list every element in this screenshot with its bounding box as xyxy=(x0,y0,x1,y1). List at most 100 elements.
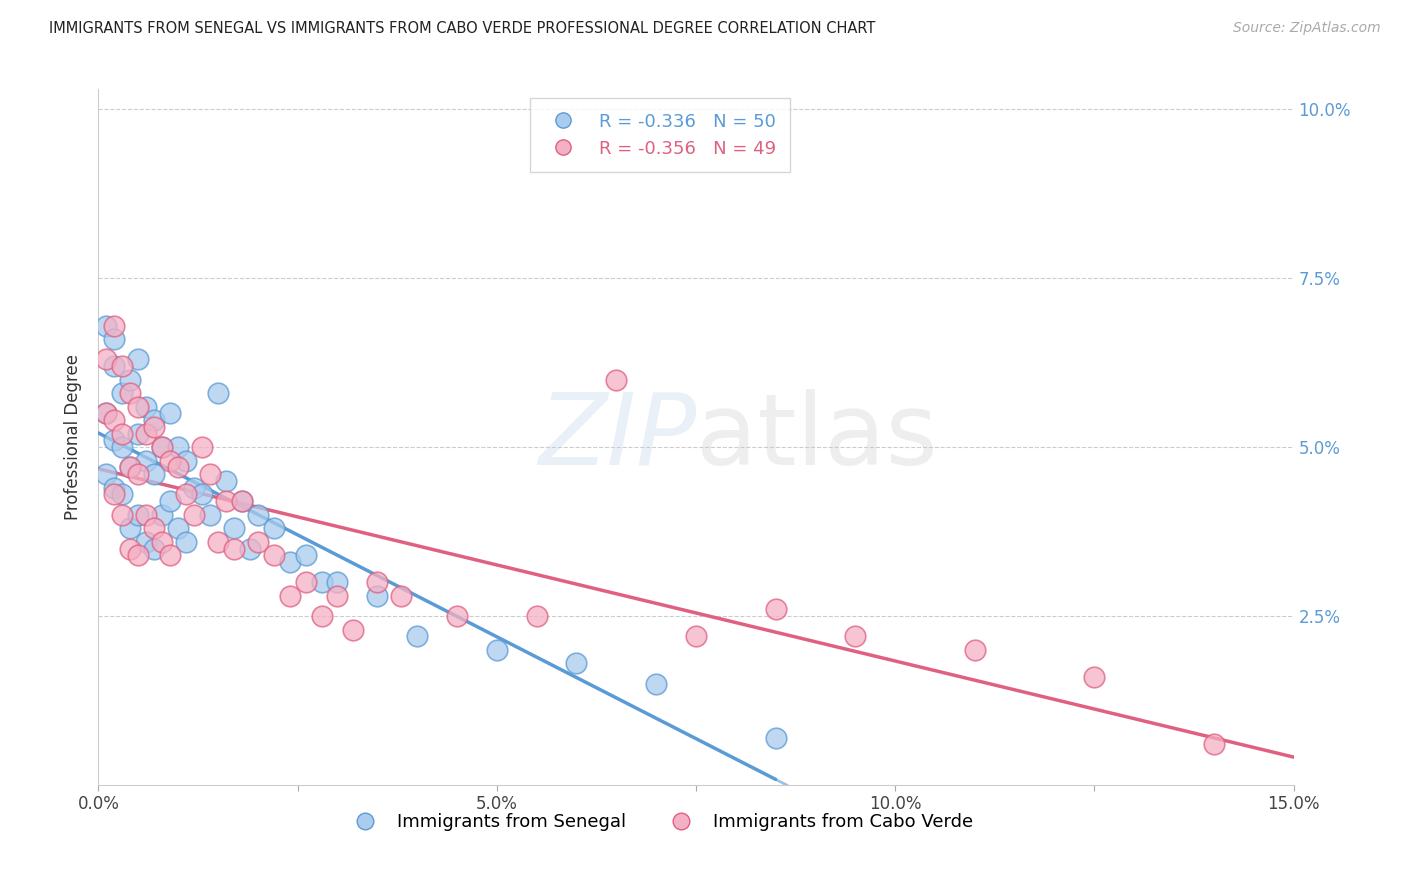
Point xyxy=(174,534,197,549)
Point xyxy=(159,494,181,508)
Y-axis label: Professional Degree: Professional Degree xyxy=(63,354,82,520)
Point xyxy=(167,440,190,454)
Point xyxy=(1202,738,1225,752)
Point xyxy=(135,508,157,522)
Point xyxy=(111,440,134,454)
Point xyxy=(605,373,627,387)
Point xyxy=(231,494,253,508)
Point xyxy=(215,494,238,508)
Point xyxy=(765,731,787,745)
Point xyxy=(103,332,125,346)
Point xyxy=(446,609,468,624)
Point xyxy=(198,508,221,522)
Point xyxy=(278,589,301,603)
Point xyxy=(96,318,118,333)
Point xyxy=(103,359,125,373)
Point xyxy=(96,406,118,420)
Point xyxy=(135,534,157,549)
Point xyxy=(191,487,214,501)
Point xyxy=(198,467,221,482)
Point xyxy=(645,676,668,690)
Legend: Immigrants from Senegal, Immigrants from Cabo Verde: Immigrants from Senegal, Immigrants from… xyxy=(340,806,980,838)
Point xyxy=(111,508,134,522)
Point xyxy=(222,521,245,535)
Point xyxy=(111,386,134,401)
Point xyxy=(103,481,125,495)
Point xyxy=(174,487,197,501)
Text: ZIP: ZIP xyxy=(537,389,696,485)
Point xyxy=(263,549,285,563)
Point xyxy=(150,440,173,454)
Point xyxy=(239,541,262,556)
Point xyxy=(963,643,986,657)
Point xyxy=(167,460,190,475)
Point xyxy=(159,406,181,420)
Point xyxy=(135,454,157,468)
Point xyxy=(231,494,253,508)
Point xyxy=(143,541,166,556)
Point xyxy=(406,629,429,643)
Point xyxy=(342,623,364,637)
Point xyxy=(278,555,301,569)
Point xyxy=(1083,670,1105,684)
Text: IMMIGRANTS FROM SENEGAL VS IMMIGRANTS FROM CABO VERDE PROFESSIONAL DEGREE CORREL: IMMIGRANTS FROM SENEGAL VS IMMIGRANTS FR… xyxy=(49,21,876,36)
Point xyxy=(526,609,548,624)
Point xyxy=(127,549,149,563)
Point xyxy=(294,575,316,590)
Text: atlas: atlas xyxy=(696,389,938,485)
Point xyxy=(191,440,214,454)
Point xyxy=(143,467,166,482)
Point xyxy=(111,487,134,501)
Point xyxy=(565,657,588,671)
Point xyxy=(127,426,149,441)
Point xyxy=(207,386,229,401)
Point xyxy=(120,521,142,535)
Point xyxy=(311,609,333,624)
Point xyxy=(844,629,866,643)
Text: Source: ZipAtlas.com: Source: ZipAtlas.com xyxy=(1233,21,1381,35)
Point xyxy=(127,352,149,367)
Point xyxy=(103,434,125,448)
Point xyxy=(120,460,142,475)
Point xyxy=(326,575,349,590)
Point xyxy=(246,534,269,549)
Point xyxy=(685,629,707,643)
Point xyxy=(120,541,142,556)
Point xyxy=(311,575,333,590)
Point xyxy=(294,549,316,563)
Point xyxy=(103,413,125,427)
Point xyxy=(103,318,125,333)
Point xyxy=(183,508,205,522)
Point xyxy=(150,508,173,522)
Point xyxy=(222,541,245,556)
Point xyxy=(96,467,118,482)
Point xyxy=(150,440,173,454)
Point xyxy=(96,406,118,420)
Point xyxy=(167,521,190,535)
Point xyxy=(135,426,157,441)
Point xyxy=(120,386,142,401)
Point xyxy=(127,467,149,482)
Point xyxy=(150,534,173,549)
Point xyxy=(215,474,238,488)
Point xyxy=(366,589,388,603)
Point xyxy=(143,521,166,535)
Point xyxy=(159,549,181,563)
Point xyxy=(143,413,166,427)
Point xyxy=(263,521,285,535)
Point xyxy=(485,643,508,657)
Point xyxy=(366,575,388,590)
Point xyxy=(207,534,229,549)
Point xyxy=(246,508,269,522)
Point xyxy=(103,487,125,501)
Point xyxy=(765,602,787,616)
Point xyxy=(326,589,349,603)
Point xyxy=(135,400,157,414)
Point xyxy=(127,400,149,414)
Point xyxy=(174,454,197,468)
Point xyxy=(159,454,181,468)
Point xyxy=(96,352,118,367)
Point xyxy=(183,481,205,495)
Point xyxy=(111,426,134,441)
Point xyxy=(120,373,142,387)
